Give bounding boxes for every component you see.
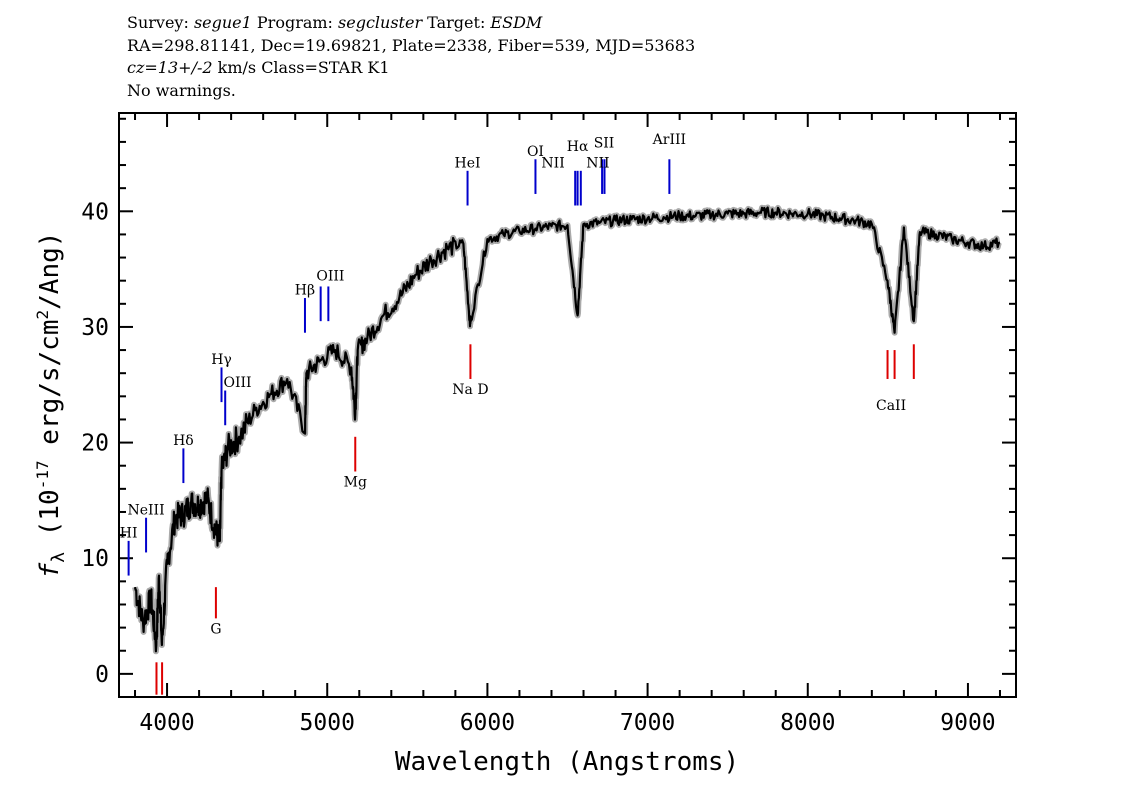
absorption-line-label: Mg bbox=[344, 475, 367, 491]
x-tick-label: 4000 bbox=[139, 710, 194, 736]
emission-line-label: OIII bbox=[223, 375, 251, 391]
x-tick-label: 8000 bbox=[780, 710, 835, 736]
y-axis-label-part: -17 bbox=[33, 460, 52, 489]
survey-value: segue1 bbox=[193, 13, 252, 32]
y-axis-label-part: (10 bbox=[35, 489, 65, 552]
y-axis-label-part: erg/s/cm bbox=[35, 320, 65, 461]
y-tick-label: 40 bbox=[81, 199, 109, 225]
y-axis-label-part: /Ang) bbox=[35, 232, 65, 310]
header-line-coordinates: RA=298.81141, Dec=19.69821, Plate=2338, … bbox=[127, 35, 696, 55]
y-axis-label-part: f bbox=[35, 562, 65, 578]
plot-frame bbox=[118, 112, 1017, 698]
emission-line-label: NII bbox=[586, 155, 609, 171]
emission-line-label: Hδ bbox=[173, 433, 194, 449]
spectrum-header: Survey: segue1 Program: segcluster Targe… bbox=[127, 12, 695, 102]
axis-ticks: 4000 5000 6000 7000 8000 9000 0 10 20 30 40 bbox=[81, 113, 1016, 736]
emission-line-label: ArIII bbox=[652, 132, 686, 148]
emission-line-label: NeIII bbox=[127, 502, 164, 518]
header-line-redshift: cz=13+/-2 km/s Class=STAR K1 bbox=[127, 58, 390, 77]
emission-line-label: OIII bbox=[316, 269, 344, 285]
x-tick-label: 9000 bbox=[940, 710, 995, 736]
emission-line-label: NII bbox=[541, 155, 564, 171]
spectrum-line bbox=[133, 206, 1001, 653]
x-tick-label: 6000 bbox=[460, 710, 515, 736]
y-tick-label: 20 bbox=[81, 431, 109, 457]
plot-area bbox=[132, 204, 1002, 655]
y-axis-label-part: λ bbox=[48, 552, 69, 563]
emission-line-label: SII bbox=[594, 136, 615, 152]
emission-line-label: Hγ bbox=[211, 352, 232, 368]
absorption-line-label: CaII bbox=[876, 398, 906, 414]
y-axis-label: fλ (10-17 erg/s/cm2/Ang) bbox=[33, 232, 69, 579]
emission-line-label: Hα bbox=[567, 139, 589, 155]
cz-value: cz=13+/-2 bbox=[127, 58, 213, 77]
x-tick-label: 5000 bbox=[300, 710, 355, 736]
absorption-line-label: Na D bbox=[452, 382, 488, 398]
y-tick-label: 30 bbox=[81, 315, 109, 341]
x-axis-label: Wavelength (Angstroms) bbox=[395, 747, 739, 777]
absorption-line-label: G bbox=[210, 621, 221, 637]
emission-line-label: HeI bbox=[455, 155, 481, 171]
error-band bbox=[132, 204, 1002, 655]
y-axis-label-part: 2 bbox=[33, 310, 52, 320]
emission-line-label: HI bbox=[120, 525, 138, 541]
x-tick-label: 7000 bbox=[620, 710, 675, 736]
header-line-survey: Survey: segue1 Program: segcluster Targe… bbox=[127, 13, 543, 32]
program-value: segcluster bbox=[338, 13, 423, 32]
y-tick-label: 10 bbox=[81, 546, 109, 572]
y-tick-label: 0 bbox=[95, 662, 109, 688]
emission-line-label: OI bbox=[527, 144, 544, 160]
emission-line-label: Hβ bbox=[295, 283, 315, 299]
target-value: ESDM bbox=[490, 13, 543, 32]
header-line-warnings: No warnings. bbox=[127, 80, 236, 100]
